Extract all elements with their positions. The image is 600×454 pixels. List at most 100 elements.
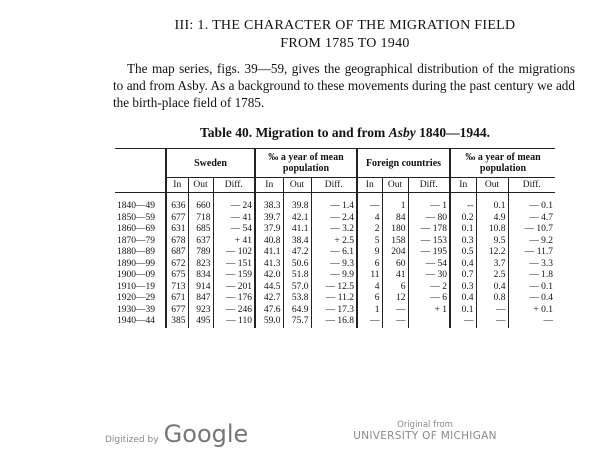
value-cell: — 9.9	[310, 270, 357, 282]
value-cell: 687	[165, 247, 188, 259]
value-cell: — 6	[407, 293, 450, 305]
value-cell: —	[381, 304, 408, 316]
value-cell: 495	[187, 316, 213, 328]
value-cell: 672	[165, 258, 188, 270]
original-from: Original from UNIVERSITY OF MICHIGAN	[350, 420, 500, 442]
spacer-cell	[165, 192, 188, 201]
value-cell: 42.0	[254, 270, 283, 282]
value-cell: — 80	[407, 212, 450, 224]
value-cell: 37.9	[254, 224, 283, 236]
value-cell: --	[449, 201, 476, 213]
group-header: ‰ a year of mean population	[254, 148, 357, 178]
value-cell: — 246	[212, 304, 255, 316]
subheader: Out	[381, 177, 408, 193]
value-cell: 0.5	[449, 247, 476, 259]
value-cell: 38.4	[282, 235, 311, 247]
spacer-cell	[407, 192, 450, 201]
value-cell: 10.8	[475, 224, 508, 236]
value-cell: 12	[381, 293, 408, 305]
period-cell: 1850—59	[117, 212, 155, 223]
subheader: Diff.	[310, 177, 357, 193]
header-cell	[115, 148, 166, 193]
table-title-part: Table 40. Migration to and from	[200, 125, 389, 140]
value-cell: 631	[165, 224, 188, 236]
heading: III: 1. THE CHARACTER OF THE MIGRATION F…	[174, 18, 516, 33]
value-cell: — 1	[407, 201, 450, 213]
period-cell: 1910—19	[117, 281, 155, 292]
value-cell: + 0.1	[507, 304, 555, 316]
value-cell: — 12.5	[310, 281, 357, 293]
value-cell: 42.7	[254, 293, 283, 305]
value-cell: 41.1	[254, 247, 283, 259]
value-cell: 636	[165, 201, 188, 213]
value-cell: 47.6	[254, 304, 283, 316]
value-cell: — 110	[212, 316, 255, 328]
period-cell: 1900—09	[117, 270, 155, 280]
value-cell: 923	[187, 304, 213, 316]
value-cell: 675	[165, 270, 188, 282]
value-cell: 11	[356, 270, 382, 282]
footer-text: UNIVERSITY OF MICHIGAN	[353, 430, 497, 442]
period-cell: 1940—44	[117, 316, 155, 326]
value-cell: 678	[165, 235, 188, 247]
value-cell: 180	[381, 224, 408, 236]
value-cell: 9.5	[475, 235, 508, 247]
period-cell: 1860—69	[117, 224, 155, 234]
value-cell: —	[356, 316, 382, 328]
table-title-part: 1840—1944.	[415, 125, 490, 140]
spacer-cell	[282, 192, 311, 201]
value-cell: — 54	[212, 224, 255, 236]
data-row: 1900—09 675 834— 159 42.0 51.8— 9.9 11 41— 30 0…	[115, 270, 555, 282]
value-cell: 64.9	[282, 304, 311, 316]
subheader: Out	[475, 177, 508, 193]
value-cell: 38.3	[254, 201, 283, 213]
group-header: Sweden	[165, 148, 255, 178]
value-cell: 2.5	[475, 270, 508, 282]
subheader: Diff.	[212, 177, 255, 193]
value-cell: 6	[356, 258, 382, 270]
value-cell: 0.8	[475, 293, 508, 305]
value-cell: 12.2	[475, 247, 508, 259]
spacer-cell	[475, 192, 508, 201]
value-cell: — 102	[212, 247, 255, 259]
value-cell: — 159	[212, 270, 255, 282]
value-cell: 39.7	[254, 212, 283, 224]
paragraph: The map series, figs. 39—59, gives the g…	[113, 61, 575, 110]
value-cell: 834	[187, 270, 213, 282]
value-cell: — 178	[407, 224, 450, 236]
value-cell: — 41	[212, 212, 255, 224]
spacer-cell	[115, 193, 166, 202]
subheader: In	[449, 177, 476, 193]
value-cell: —	[475, 304, 508, 316]
period-cell: 1870—79	[117, 235, 155, 246]
data-row: 1910—19 713 914— 201 44.5 57.0— 12.5 4 6— 2 0.3…	[115, 281, 555, 293]
footer-text: Digitized by	[105, 435, 159, 445]
value-cell: 42.1	[282, 212, 311, 224]
value-cell: — 176	[212, 293, 255, 305]
subheader: Out	[187, 177, 213, 193]
heading: FROM 1785 TO 1940	[280, 36, 410, 51]
data-row: 1920—29 671 847— 176 42.7 53.8— 11.2 6 12— 6 0.…	[115, 293, 555, 305]
value-cell: 847	[187, 293, 213, 305]
value-cell: — 195	[407, 247, 450, 259]
value-cell: 1	[381, 201, 408, 213]
value-cell: 637	[187, 235, 213, 247]
value-cell: 0.3	[449, 281, 476, 293]
value-cell: — 1.4	[310, 201, 357, 213]
digitized-by: Digitized by Google	[105, 420, 248, 448]
value-cell: 660	[187, 201, 213, 213]
value-cell: — 201	[212, 281, 255, 293]
value-cell: — 2	[407, 281, 450, 293]
period-cell: 1930—39	[117, 304, 155, 315]
value-cell: + 1	[407, 304, 450, 316]
value-cell: 0.4	[449, 293, 476, 305]
value-cell: 75.7	[282, 316, 311, 328]
data-row: 1860—69 631 685— 54 37.9 41.1— 3.2 2 180— 178 0…	[115, 224, 555, 236]
value-cell: 823	[187, 258, 213, 270]
value-cell: 60	[381, 258, 408, 270]
period-cell: 1880—89	[117, 247, 155, 257]
value-cell: 51.8	[282, 270, 311, 282]
value-cell: 47.2	[282, 247, 311, 259]
value-cell: 4.9	[475, 212, 508, 224]
value-cell: — 9.2	[507, 235, 555, 247]
